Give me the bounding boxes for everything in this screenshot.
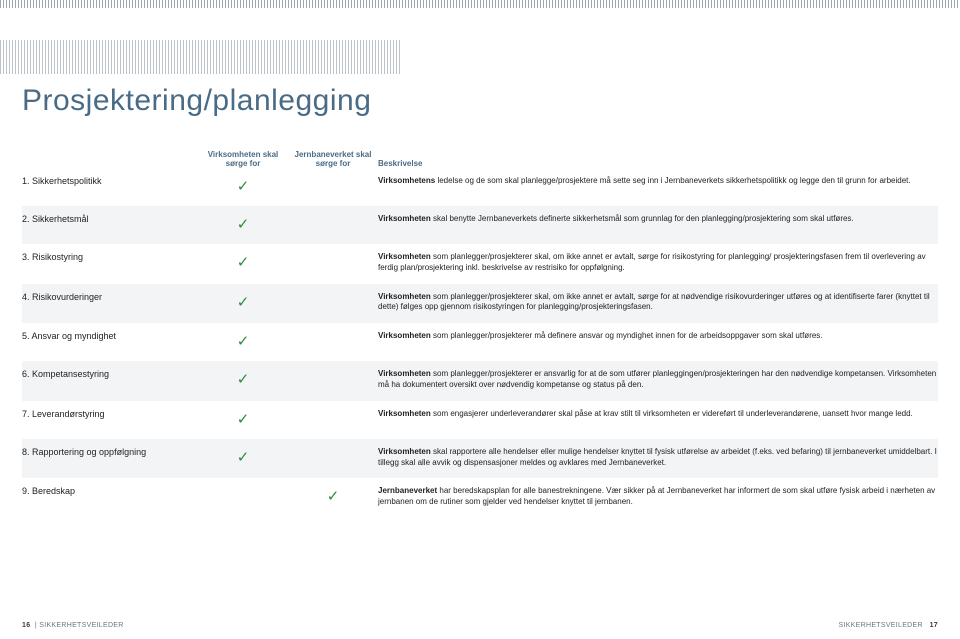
row-description: Virksomheten skal rapportere alle hendel… <box>378 447 938 469</box>
hatch-band <box>0 40 400 74</box>
row-description: Virksomheten som planlegger/prosjekterer… <box>378 292 938 314</box>
row-label: 4. Risikovurderinger <box>22 292 198 302</box>
check-jernbaneverket <box>288 369 378 370</box>
footer-left-page: 16 <box>22 622 30 629</box>
check-icon: ✓ <box>327 487 340 505</box>
row-description: Virksomheten som planlegger/prosjekterer… <box>378 369 938 391</box>
th-virksomhet: Virksomheten skal sørge for <box>198 150 288 168</box>
page-title: Prosjektering/planlegging <box>22 84 371 118</box>
check-icon: ✓ <box>237 332 250 350</box>
check-icon: ✓ <box>237 448 250 466</box>
footer-right-text: SIKKERHETSVEILEDER <box>838 622 922 629</box>
safety-table: Virksomheten skal sørge for Jernbaneverk… <box>22 150 938 518</box>
check-virksomhet: ✓ <box>198 252 288 272</box>
table-row: 1. Sikkerhetspolitikk ✓ Virksomhetens lede… <box>22 168 938 206</box>
table-header-row: Virksomheten skal sørge for Jernbaneverk… <box>22 150 938 168</box>
table-row: 7. Leverandørstyring ✓ Virksomheten som en… <box>22 401 938 439</box>
check-virksomhet: ✓ <box>198 214 288 234</box>
footer-right-page: 17 <box>930 622 938 629</box>
check-jernbaneverket: ✓ <box>288 486 378 506</box>
row-description: Virksomheten som planlegger/prosjekterer… <box>378 331 938 342</box>
check-virksomhet: ✓ <box>198 331 288 351</box>
row-description: Virksomheten som planlegger/prosjekterer… <box>378 252 938 274</box>
check-jernbaneverket <box>288 447 378 448</box>
check-icon: ✓ <box>237 293 250 311</box>
th-beskrivelse: Beskrivelse <box>378 159 938 168</box>
footer-left-text: SIKKERHETSVEILEDER <box>39 622 123 629</box>
check-icon: ✓ <box>237 177 250 195</box>
th-jernbanev: Jernbaneverket skal sørge for <box>288 150 378 168</box>
row-description: Jernbaneverket har beredskapsplan for al… <box>378 486 938 508</box>
row-label: 8. Rapportering og oppfølgning <box>22 447 198 457</box>
check-icon: ✓ <box>237 410 250 428</box>
check-virksomhet: ✓ <box>198 409 288 429</box>
check-icon: ✓ <box>237 370 250 388</box>
check-jernbaneverket <box>288 331 378 332</box>
check-virksomhet: ✓ <box>198 292 288 312</box>
check-virksomhet <box>198 486 288 487</box>
row-description: Virksomheten skal benytte Jernbaneverket… <box>378 214 938 225</box>
table-row: 6. Kompetansestyring ✓ Virksomheten som pl… <box>22 361 938 401</box>
table-row: 2. Sikkerhetsmål ✓ Virksomheten skal benyt… <box>22 206 938 244</box>
check-jernbaneverket <box>288 214 378 215</box>
check-virksomhet: ✓ <box>198 447 288 467</box>
hatch-top <box>0 0 960 8</box>
check-virksomhet: ✓ <box>198 369 288 389</box>
check-virksomhet: ✓ <box>198 176 288 196</box>
table-row: 3. Risikostyring ✓ Virksomheten som planle… <box>22 244 938 284</box>
check-jernbaneverket <box>288 176 378 177</box>
table-row: 4. Risikovurderinger ✓ Virksomheten som pl… <box>22 284 938 324</box>
row-description: Virksomheten som engasjerer underleveran… <box>378 409 938 420</box>
table-row: 8. Rapportering og oppfølgning ✓ Virksomhe… <box>22 439 938 479</box>
row-label: 7. Leverandørstyring <box>22 409 198 419</box>
row-label: 2. Sikkerhetsmål <box>22 214 198 224</box>
footer-left: 16 | SIKKERHETSVEILEDER <box>22 622 124 629</box>
row-label: 5. Ansvar og myndighet <box>22 331 198 341</box>
check-jernbaneverket <box>288 292 378 293</box>
check-jernbaneverket <box>288 409 378 410</box>
table-row: 9. Beredskap ✓ Jernbaneverket har beredska… <box>22 478 938 518</box>
title-wrap: Prosjektering/planlegging <box>22 84 371 118</box>
check-icon: ✓ <box>237 215 250 233</box>
row-label: 9. Beredskap <box>22 486 198 496</box>
page: Prosjektering/planlegging Virksomheten s… <box>0 0 960 639</box>
row-label: 6. Kompetansestyring <box>22 369 198 379</box>
row-label: 1. Sikkerhetspolitikk <box>22 176 198 186</box>
footer-right: SIKKERHETSVEILEDER 17 <box>838 622 938 629</box>
check-icon: ✓ <box>237 253 250 271</box>
table-body: 1. Sikkerhetspolitikk ✓ Virksomhetens lede… <box>22 168 938 518</box>
table-row: 5. Ansvar og myndighet ✓ Virksomheten som … <box>22 323 938 361</box>
row-description: Virksomhetens ledelse og de som skal pla… <box>378 176 938 187</box>
check-jernbaneverket <box>288 252 378 253</box>
row-label: 3. Risikostyring <box>22 252 198 262</box>
